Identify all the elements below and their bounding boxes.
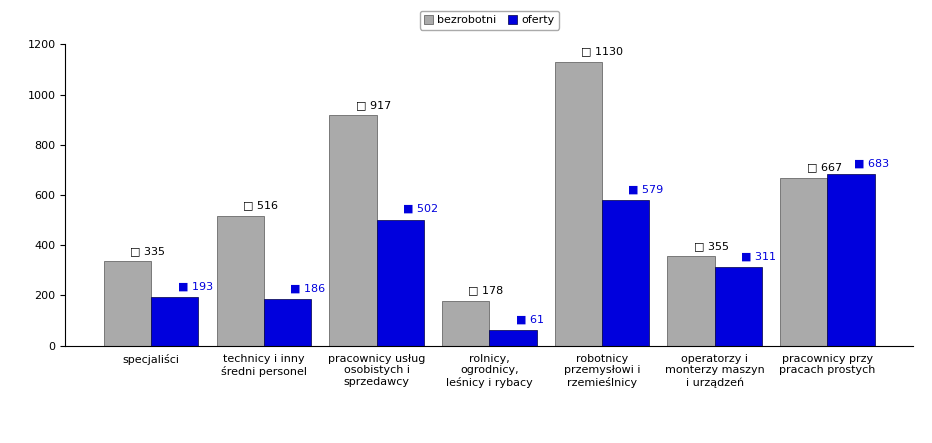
Text: □ 335: □ 335	[130, 246, 165, 256]
Bar	[151, 297, 199, 346]
Bar	[103, 261, 151, 346]
Bar	[780, 178, 828, 346]
Text: ■ 579: ■ 579	[628, 185, 664, 194]
Bar	[442, 301, 489, 346]
Bar	[667, 256, 715, 346]
Bar	[828, 174, 875, 346]
Text: □ 1130: □ 1130	[582, 47, 624, 56]
Text: ■ 61: ■ 61	[515, 315, 543, 325]
Legend: bezrobotni, oferty: bezrobotni, oferty	[419, 11, 559, 30]
Text: ■ 186: ■ 186	[290, 283, 325, 293]
Bar	[377, 220, 424, 346]
Text: ■ 502: ■ 502	[403, 204, 438, 214]
Bar	[555, 62, 602, 346]
Text: ■ 311: ■ 311	[741, 252, 776, 262]
Bar	[489, 330, 537, 346]
Text: □ 667: □ 667	[806, 163, 842, 172]
Bar	[715, 268, 762, 346]
Bar	[602, 200, 650, 346]
Text: □ 516: □ 516	[243, 200, 278, 210]
Text: □ 355: □ 355	[693, 241, 729, 251]
Bar	[329, 115, 377, 346]
Bar	[264, 299, 311, 346]
Text: ■ 683: ■ 683	[854, 159, 889, 168]
Text: □ 178: □ 178	[469, 285, 503, 295]
Text: ■ 193: ■ 193	[178, 282, 212, 291]
Bar	[216, 216, 264, 346]
Text: □ 917: □ 917	[356, 100, 391, 110]
